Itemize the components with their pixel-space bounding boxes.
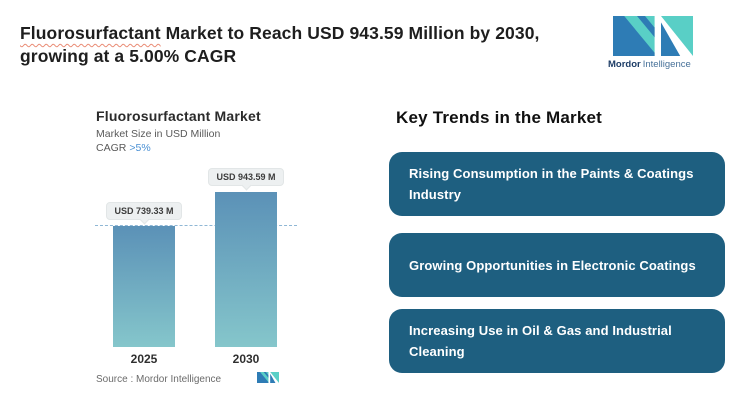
trend-label: Rising Consumption in the Paints & Coati… <box>409 166 694 202</box>
mordor-mini-logo-icon <box>257 370 279 388</box>
page-title-highlight: Fluorosurfactant <box>20 23 161 43</box>
brand-wordmark: Mordor Intelligence <box>608 59 708 70</box>
page-title: Fluorosurfactant Market to Reach USD 943… <box>20 22 595 68</box>
chart-cagr: CAGR >5% <box>96 142 151 154</box>
brand-name-bold: Mordor <box>608 59 641 70</box>
page-title-line2: growing at a 5.00% CAGR <box>20 46 237 66</box>
brand-name-light: Intelligence <box>642 59 691 70</box>
reference-dashed-line <box>95 225 297 226</box>
chart-title: Fluorosurfactant Market <box>96 108 261 124</box>
source-attribution: Source : Mordor Intelligence <box>96 374 222 385</box>
bar-2030 <box>215 192 277 347</box>
mordor-intelligence-logo-icon <box>608 16 708 56</box>
x-axis-label-2030: 2030 <box>232 352 260 366</box>
bar-2025 <box>113 226 175 347</box>
page-title-rest: Market to Reach USD 943.59 Million by 20… <box>160 23 540 43</box>
bar-value-badge: USD 943.59 M <box>208 168 284 186</box>
trend-card-paints-coatings: Rising Consumption in the Paints & Coati… <box>389 152 725 216</box>
cagr-value: >5% <box>129 142 151 154</box>
trend-label: Growing Opportunities in Electronic Coat… <box>409 257 696 273</box>
cagr-label: CAGR <box>96 142 127 154</box>
x-axis-label-2025: 2025 <box>130 352 158 366</box>
chart-subtitle: Market Size in USD Million <box>96 128 221 140</box>
bar-value-badge: USD 739.33 M <box>106 202 182 220</box>
bar-chart: USD 739.33 M 2025 USD 943.59 M 2030 <box>95 160 297 366</box>
bar-column-2025: USD 739.33 M 2025 <box>106 160 182 366</box>
brand-logo: Mordor Intelligence <box>608 16 708 70</box>
trend-card-oil-gas-cleaning: Increasing Use in Oil & Gas and Industri… <box>389 309 725 373</box>
trends-heading: Key Trends in the Market <box>396 108 603 127</box>
trend-label: Increasing Use in Oil & Gas and Industri… <box>409 323 672 359</box>
trend-card-electronic-coatings: Growing Opportunities in Electronic Coat… <box>389 233 725 297</box>
bar-column-2030: USD 943.59 M 2030 <box>208 160 284 366</box>
